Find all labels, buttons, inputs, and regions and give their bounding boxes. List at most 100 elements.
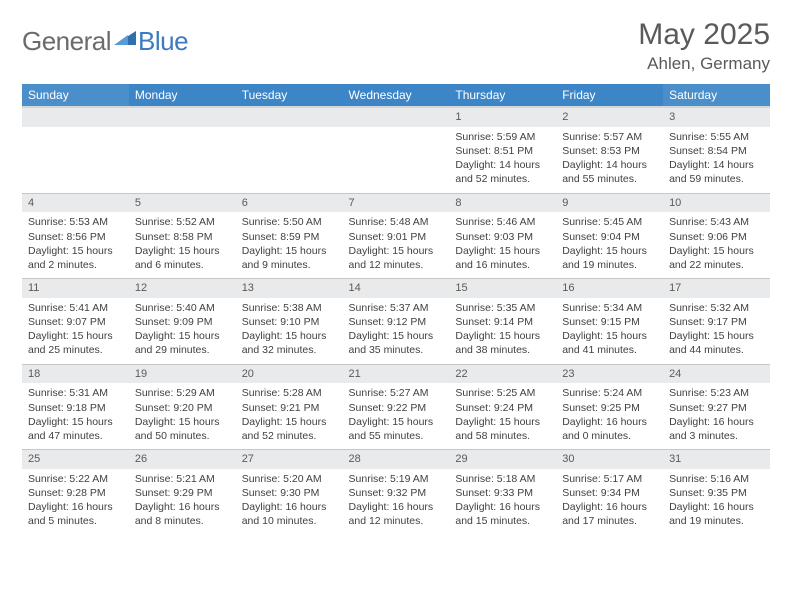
day-number: 27	[236, 450, 343, 469]
sunrise-text: Sunrise: 5:34 AM	[562, 301, 657, 315]
day-cell: Sunrise: 5:46 AMSunset: 9:03 PMDaylight:…	[449, 212, 556, 278]
day-number: 11	[22, 279, 129, 298]
daylight-text: Daylight: 16 hours and 15 minutes.	[455, 500, 550, 528]
sunrise-text: Sunrise: 5:16 AM	[669, 472, 764, 486]
day-number: 3	[663, 107, 770, 127]
sunset-text: Sunset: 8:51 PM	[455, 144, 550, 158]
daylight-text: Daylight: 15 hours and 38 minutes.	[455, 329, 550, 357]
day-number: 28	[343, 450, 450, 469]
day-cell: Sunrise: 5:22 AMSunset: 9:28 PMDaylight:…	[22, 469, 129, 541]
day-content-row: Sunrise: 5:31 AMSunset: 9:18 PMDaylight:…	[22, 383, 770, 449]
day-number: 13	[236, 279, 343, 298]
daylight-text: Daylight: 15 hours and 55 minutes.	[349, 415, 444, 443]
daylight-text: Daylight: 16 hours and 10 minutes.	[242, 500, 337, 528]
day-cell: Sunrise: 5:57 AMSunset: 8:53 PMDaylight:…	[556, 127, 663, 193]
daylight-text: Daylight: 15 hours and 52 minutes.	[242, 415, 337, 443]
daylight-text: Daylight: 16 hours and 0 minutes.	[562, 415, 657, 443]
sunset-text: Sunset: 9:01 PM	[349, 230, 444, 244]
day-number: 10	[663, 193, 770, 212]
daylight-text: Daylight: 15 hours and 16 minutes.	[455, 244, 550, 272]
daylight-text: Daylight: 15 hours and 32 minutes.	[242, 329, 337, 357]
day-number: 20	[236, 364, 343, 383]
sunrise-text: Sunrise: 5:50 AM	[242, 215, 337, 229]
daylight-text: Daylight: 14 hours and 59 minutes.	[669, 158, 764, 186]
day-number	[236, 107, 343, 127]
sunset-text: Sunset: 9:30 PM	[242, 486, 337, 500]
day-cell: Sunrise: 5:34 AMSunset: 9:15 PMDaylight:…	[556, 298, 663, 364]
day-cell: Sunrise: 5:25 AMSunset: 9:24 PMDaylight:…	[449, 383, 556, 449]
sunset-text: Sunset: 8:56 PM	[28, 230, 123, 244]
sunset-text: Sunset: 9:29 PM	[135, 486, 230, 500]
daylight-text: Daylight: 15 hours and 12 minutes.	[349, 244, 444, 272]
sunrise-text: Sunrise: 5:37 AM	[349, 301, 444, 315]
sunset-text: Sunset: 9:32 PM	[349, 486, 444, 500]
daylight-text: Daylight: 16 hours and 5 minutes.	[28, 500, 123, 528]
sunrise-text: Sunrise: 5:52 AM	[135, 215, 230, 229]
day-cell: Sunrise: 5:38 AMSunset: 9:10 PMDaylight:…	[236, 298, 343, 364]
sunrise-text: Sunrise: 5:45 AM	[562, 215, 657, 229]
sunset-text: Sunset: 9:21 PM	[242, 401, 337, 415]
day-cell: Sunrise: 5:17 AMSunset: 9:34 PMDaylight:…	[556, 469, 663, 541]
sunrise-text: Sunrise: 5:32 AM	[669, 301, 764, 315]
weekday-header: Friday	[556, 84, 663, 107]
day-cell: Sunrise: 5:55 AMSunset: 8:54 PMDaylight:…	[663, 127, 770, 193]
sunset-text: Sunset: 9:27 PM	[669, 401, 764, 415]
daylight-text: Daylight: 15 hours and 25 minutes.	[28, 329, 123, 357]
day-number: 15	[449, 279, 556, 298]
sunset-text: Sunset: 9:07 PM	[28, 315, 123, 329]
day-number: 22	[449, 364, 556, 383]
daylight-text: Daylight: 15 hours and 44 minutes.	[669, 329, 764, 357]
daylight-text: Daylight: 16 hours and 8 minutes.	[135, 500, 230, 528]
sunrise-text: Sunrise: 5:19 AM	[349, 472, 444, 486]
sunset-text: Sunset: 9:18 PM	[28, 401, 123, 415]
day-cell: Sunrise: 5:32 AMSunset: 9:17 PMDaylight:…	[663, 298, 770, 364]
daylight-text: Daylight: 15 hours and 22 minutes.	[669, 244, 764, 272]
sunset-text: Sunset: 9:04 PM	[562, 230, 657, 244]
day-cell: Sunrise: 5:18 AMSunset: 9:33 PMDaylight:…	[449, 469, 556, 541]
day-number: 29	[449, 450, 556, 469]
sunrise-text: Sunrise: 5:53 AM	[28, 215, 123, 229]
day-number-row: 11121314151617	[22, 279, 770, 298]
daylight-text: Daylight: 14 hours and 52 minutes.	[455, 158, 550, 186]
sunset-text: Sunset: 9:34 PM	[562, 486, 657, 500]
day-number: 30	[556, 450, 663, 469]
day-number: 31	[663, 450, 770, 469]
daylight-text: Daylight: 15 hours and 29 minutes.	[135, 329, 230, 357]
sunset-text: Sunset: 9:33 PM	[455, 486, 550, 500]
sunset-text: Sunset: 9:22 PM	[349, 401, 444, 415]
day-cell	[236, 127, 343, 193]
sunset-text: Sunset: 9:17 PM	[669, 315, 764, 329]
sunset-text: Sunset: 9:03 PM	[455, 230, 550, 244]
day-number: 25	[22, 450, 129, 469]
sunset-text: Sunset: 9:14 PM	[455, 315, 550, 329]
day-cell: Sunrise: 5:43 AMSunset: 9:06 PMDaylight:…	[663, 212, 770, 278]
daylight-text: Daylight: 16 hours and 19 minutes.	[669, 500, 764, 528]
sunset-text: Sunset: 8:59 PM	[242, 230, 337, 244]
day-number: 19	[129, 364, 236, 383]
day-number: 21	[343, 364, 450, 383]
day-cell	[129, 127, 236, 193]
day-cell: Sunrise: 5:19 AMSunset: 9:32 PMDaylight:…	[343, 469, 450, 541]
day-cell: Sunrise: 5:50 AMSunset: 8:59 PMDaylight:…	[236, 212, 343, 278]
day-cell: Sunrise: 5:20 AMSunset: 9:30 PMDaylight:…	[236, 469, 343, 541]
daylight-text: Daylight: 15 hours and 19 minutes.	[562, 244, 657, 272]
weekday-header: Monday	[129, 84, 236, 107]
daylight-text: Daylight: 15 hours and 41 minutes.	[562, 329, 657, 357]
sunset-text: Sunset: 9:25 PM	[562, 401, 657, 415]
sunset-text: Sunset: 9:15 PM	[562, 315, 657, 329]
day-number-row: 45678910	[22, 193, 770, 212]
sunrise-text: Sunrise: 5:18 AM	[455, 472, 550, 486]
day-cell: Sunrise: 5:52 AMSunset: 8:58 PMDaylight:…	[129, 212, 236, 278]
day-cell: Sunrise: 5:27 AMSunset: 9:22 PMDaylight:…	[343, 383, 450, 449]
day-number-row: 25262728293031	[22, 450, 770, 469]
daylight-text: Daylight: 15 hours and 47 minutes.	[28, 415, 123, 443]
day-cell: Sunrise: 5:21 AMSunset: 9:29 PMDaylight:…	[129, 469, 236, 541]
sunset-text: Sunset: 9:20 PM	[135, 401, 230, 415]
sunset-text: Sunset: 9:35 PM	[669, 486, 764, 500]
sunset-text: Sunset: 9:06 PM	[669, 230, 764, 244]
sunrise-text: Sunrise: 5:25 AM	[455, 386, 550, 400]
day-cell: Sunrise: 5:41 AMSunset: 9:07 PMDaylight:…	[22, 298, 129, 364]
day-number: 14	[343, 279, 450, 298]
day-cell: Sunrise: 5:29 AMSunset: 9:20 PMDaylight:…	[129, 383, 236, 449]
daylight-text: Daylight: 15 hours and 35 minutes.	[349, 329, 444, 357]
